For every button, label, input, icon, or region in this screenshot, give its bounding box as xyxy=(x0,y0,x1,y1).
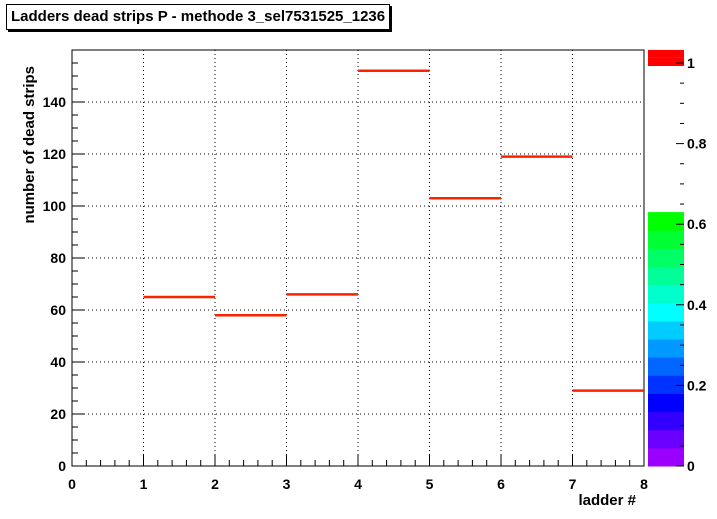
chart-title: Ladders dead strips P - methode 3_sel753… xyxy=(6,4,391,30)
palette-tick-label: 0.6 xyxy=(687,216,707,232)
palette-cell xyxy=(648,320,684,340)
palette-cell xyxy=(648,248,684,268)
palette-cell xyxy=(648,429,684,449)
palette-cell xyxy=(648,375,684,394)
palette-marker xyxy=(648,49,684,58)
x-tick-label: 3 xyxy=(283,476,291,492)
y-tick-label: 100 xyxy=(43,198,67,214)
palette-cell xyxy=(648,339,684,358)
palette-tick-label: 0.2 xyxy=(687,377,707,393)
y-tick-label: 120 xyxy=(43,146,67,162)
x-axis-title: ladder # xyxy=(578,492,636,509)
y-axis-title: number of dead strips xyxy=(21,66,38,224)
x-tick-label: 8 xyxy=(640,476,648,492)
palette-cell xyxy=(648,393,684,413)
y-tick-label: 140 xyxy=(43,94,67,110)
palette-tick-label: 0.4 xyxy=(687,297,707,313)
palette-cell xyxy=(648,266,684,286)
palette-tick-label: 1 xyxy=(687,55,695,71)
y-tick-label: 20 xyxy=(50,406,66,422)
palette-cell xyxy=(648,302,684,322)
palette-cell xyxy=(648,447,684,467)
x-tick-label: 6 xyxy=(497,476,505,492)
palette-tick-label: 0.8 xyxy=(687,136,707,152)
x-tick-label: 0 xyxy=(68,476,76,492)
x-tick-label: 1 xyxy=(140,476,148,492)
y-tick-label: 60 xyxy=(50,302,66,318)
y-tick-label: 0 xyxy=(58,458,66,474)
palette-cell xyxy=(648,357,684,376)
palette-cell xyxy=(648,212,684,231)
x-tick-label: 5 xyxy=(426,476,434,492)
palette-cell xyxy=(648,284,684,304)
palette-cell xyxy=(648,411,684,431)
palette-tick-label: 0 xyxy=(687,458,695,474)
y-tick-label: 40 xyxy=(50,354,66,370)
x-tick-label: 7 xyxy=(569,476,577,492)
x-tick-label: 4 xyxy=(354,476,362,492)
palette-cell xyxy=(648,230,684,249)
palette-marker xyxy=(648,58,684,66)
x-tick-label: 2 xyxy=(211,476,219,492)
y-tick-label: 80 xyxy=(50,250,66,266)
